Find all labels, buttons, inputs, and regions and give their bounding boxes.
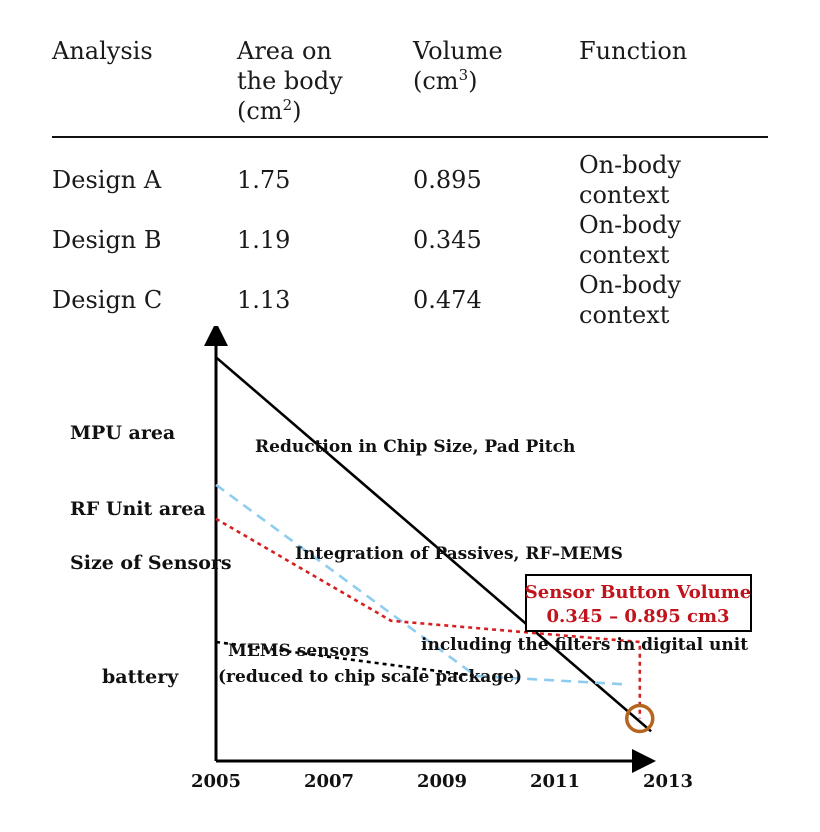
cell-function: On-body context	[579, 271, 681, 329]
y-label-battery: battery	[102, 666, 179, 688]
sensor-volume-box	[525, 574, 752, 632]
header-analysis: Analysis	[52, 37, 153, 65]
cell-area: 1.75	[237, 166, 291, 194]
annotation-filters: including the filters in digital unit	[421, 635, 748, 655]
table-row: Design C 1.13 0.474 On-body context	[52, 270, 768, 343]
x-tick-label: 2011	[530, 771, 580, 792]
cell-function: On-body context	[579, 151, 681, 209]
header-volume: Volume (cm3)	[413, 37, 503, 95]
x-tick-label: 2013	[643, 771, 693, 792]
y-label-size-of-sensors: Size of Sensors	[70, 552, 232, 574]
cell-volume: 0.474	[413, 286, 482, 314]
header-function: Function	[579, 37, 688, 65]
cell-area: 1.19	[237, 226, 291, 254]
annotation-chip-size: Reduction in Chip Size, Pad Pitch	[255, 437, 575, 457]
trend-figure: MPU area RF Unit area Size of Sensors ba…	[52, 326, 768, 792]
cell-volume: 0.345	[413, 226, 482, 254]
trend-chart: MPU area RF Unit area Size of Sensors ba…	[70, 326, 752, 792]
table-row: Design A 1.75 0.895 On-body context	[52, 137, 768, 210]
annotation-chip-scale: (reduced to chip scale package)	[218, 667, 522, 687]
cell-function: On-body context	[579, 211, 681, 269]
series-line-mpu	[215, 356, 652, 733]
annotation-mems-sensors: MEMS sensors	[228, 641, 369, 661]
cell-analysis: Design C	[52, 286, 163, 314]
y-label-mpu-area: MPU area	[70, 422, 175, 444]
cell-volume: 0.895	[413, 166, 482, 194]
x-tick-label: 2005	[191, 771, 241, 792]
cell-analysis: Design A	[52, 166, 162, 194]
series-line-sensors	[215, 517, 642, 719]
cell-analysis: Design B	[52, 226, 162, 254]
design-table-section: Analysis Area on the body (cm2) Volume (…	[52, 36, 768, 344]
sensor-volume-range: 0.345 – 0.895 cm3	[546, 606, 729, 627]
table-header-row: Analysis Area on the body (cm2) Volume (…	[52, 36, 768, 137]
x-tick-label: 2007	[304, 771, 354, 792]
annotation-passives: Integration of Passives, RF–MEMS	[295, 544, 623, 564]
sensor-volume-title: Sensor Button Volume	[525, 582, 751, 603]
table-row: Design B 1.19 0.345 On-body context	[52, 210, 768, 270]
design-table: Analysis Area on the body (cm2) Volume (…	[52, 36, 768, 344]
series-line-rf	[215, 483, 629, 686]
cell-area: 1.13	[237, 286, 291, 314]
y-label-rf-unit-area: RF Unit area	[70, 498, 206, 520]
target-marker-circle	[625, 703, 655, 734]
series-line-battery	[215, 640, 477, 678]
header-area: Area on the body (cm2)	[237, 37, 343, 125]
x-tick-label: 2009	[417, 771, 467, 792]
